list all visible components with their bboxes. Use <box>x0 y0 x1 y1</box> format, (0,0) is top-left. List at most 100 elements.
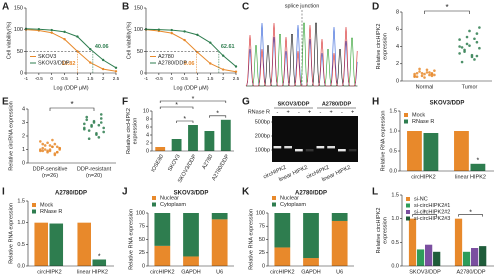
y-tick-label: 4 <box>22 106 25 112</box>
legend-swatch <box>406 210 410 214</box>
legend-label: si-circHIPK2#2 <box>414 209 450 215</box>
bar-segment <box>331 213 348 221</box>
treatment-sign: + <box>351 109 354 115</box>
y-tick-label: 50 <box>17 49 23 55</box>
significance-bracket <box>458 214 483 217</box>
bar-segment <box>183 256 199 266</box>
y-axis-label: expression <box>132 118 138 145</box>
y-tick-label: 25 <box>259 250 265 256</box>
legend-swatch <box>272 202 276 207</box>
x-tick-label: -1 <box>24 76 29 81</box>
significance-label: * <box>70 100 73 109</box>
data-point <box>418 70 421 73</box>
data-point <box>89 61 92 64</box>
data-point <box>473 58 476 61</box>
data-point <box>97 136 101 139</box>
data-point <box>41 149 45 153</box>
y-tick-label: 0 <box>146 148 149 154</box>
y-tick-label: 0 <box>140 70 143 76</box>
bar <box>220 119 231 151</box>
annotation: 40.06 <box>95 44 109 50</box>
y-tick-label: 150 <box>14 5 23 11</box>
bar-segment <box>154 245 171 266</box>
y-tick-label: 0.0 <box>389 168 397 174</box>
legend-label: si-circHIPK2#3 <box>414 216 450 222</box>
data-point <box>51 145 54 149</box>
data-point <box>102 126 105 130</box>
bar <box>204 131 215 151</box>
y-tick-label: 3 <box>22 120 25 126</box>
significance-bracket <box>49 107 95 111</box>
data-point <box>48 149 52 153</box>
data-point <box>430 71 434 75</box>
gel-band <box>316 146 325 149</box>
data-point <box>183 38 186 42</box>
legend-swatch <box>32 203 36 207</box>
legend-label: A2780/DDP <box>158 60 187 66</box>
legend-swatch <box>406 216 410 221</box>
data-point <box>433 69 436 72</box>
bar <box>423 133 439 171</box>
significance-label: * <box>175 102 178 109</box>
y-tick-label: 150 <box>134 5 143 11</box>
legend-label: Cytoplasm <box>160 202 186 208</box>
legend-label: Nuclear <box>280 195 299 201</box>
data-point <box>87 137 91 140</box>
y-tick-label: 75 <box>139 224 145 230</box>
data-point <box>48 144 52 147</box>
panel-letter: K <box>242 187 250 198</box>
data-point <box>428 71 431 74</box>
cell-line-label: A2780/DDP <box>322 101 352 107</box>
data-point <box>465 42 469 46</box>
y-tick-label: 1.5 <box>389 108 397 114</box>
x-tick-label: 1 <box>196 76 199 81</box>
x-tick-label: linear HIPK2 <box>455 174 486 180</box>
bar <box>34 222 48 266</box>
data-point <box>425 71 429 74</box>
bar <box>471 248 479 266</box>
significance-label: * <box>423 210 426 217</box>
data-point <box>102 130 105 134</box>
data-point <box>97 123 101 127</box>
y-tick-label: 0 <box>22 160 25 166</box>
legend-swatch <box>406 203 410 208</box>
data-point <box>473 37 476 41</box>
panel-letter: L <box>372 187 378 198</box>
panel-title: A2780/DDP <box>295 191 327 197</box>
legend-label: Mock <box>412 112 425 118</box>
y-tick-label: 8 <box>396 9 399 15</box>
y-axis-label: Relative circRNA expression <box>8 101 14 170</box>
y-axis-label: Cell viability(%) <box>6 22 12 60</box>
data-point <box>183 30 186 33</box>
y-axis-label: Relative RNA expression <box>128 209 134 270</box>
x-tick-label: Tumor <box>462 84 478 90</box>
x-tick-label: 1 <box>76 76 79 81</box>
data-point <box>63 30 66 34</box>
legend-swatch <box>152 196 156 200</box>
legend-label: A2780 <box>158 54 174 60</box>
data-point <box>425 68 429 72</box>
x-tick-label: GAPDH <box>301 269 321 275</box>
significance-bracket <box>176 120 194 123</box>
y-tick-label: 2 <box>22 133 25 139</box>
bar-segment <box>303 258 319 266</box>
x-tick-label: -1 <box>144 76 149 81</box>
bar <box>92 259 107 266</box>
x-tick-label: circHIPK2 <box>270 269 294 275</box>
legend-label: Nuclear <box>160 195 179 201</box>
annotation: 62.61 <box>221 44 235 50</box>
data-point <box>46 141 49 145</box>
bar <box>462 251 471 266</box>
data-point <box>423 76 426 79</box>
data-point <box>92 121 96 124</box>
significance-label: * <box>445 3 448 12</box>
cell-line-label: SKOV3/DDP <box>278 101 310 107</box>
treatment-label: RNase R <box>248 109 270 115</box>
x-tick-label: 2 <box>102 76 105 81</box>
data-point <box>101 67 105 71</box>
panel-letter: A <box>2 2 9 13</box>
data-point <box>50 28 53 32</box>
x-tick-label: 0 <box>50 76 53 81</box>
x-tick-label: U6 <box>216 269 223 275</box>
annotation: 10.82 <box>62 61 76 67</box>
